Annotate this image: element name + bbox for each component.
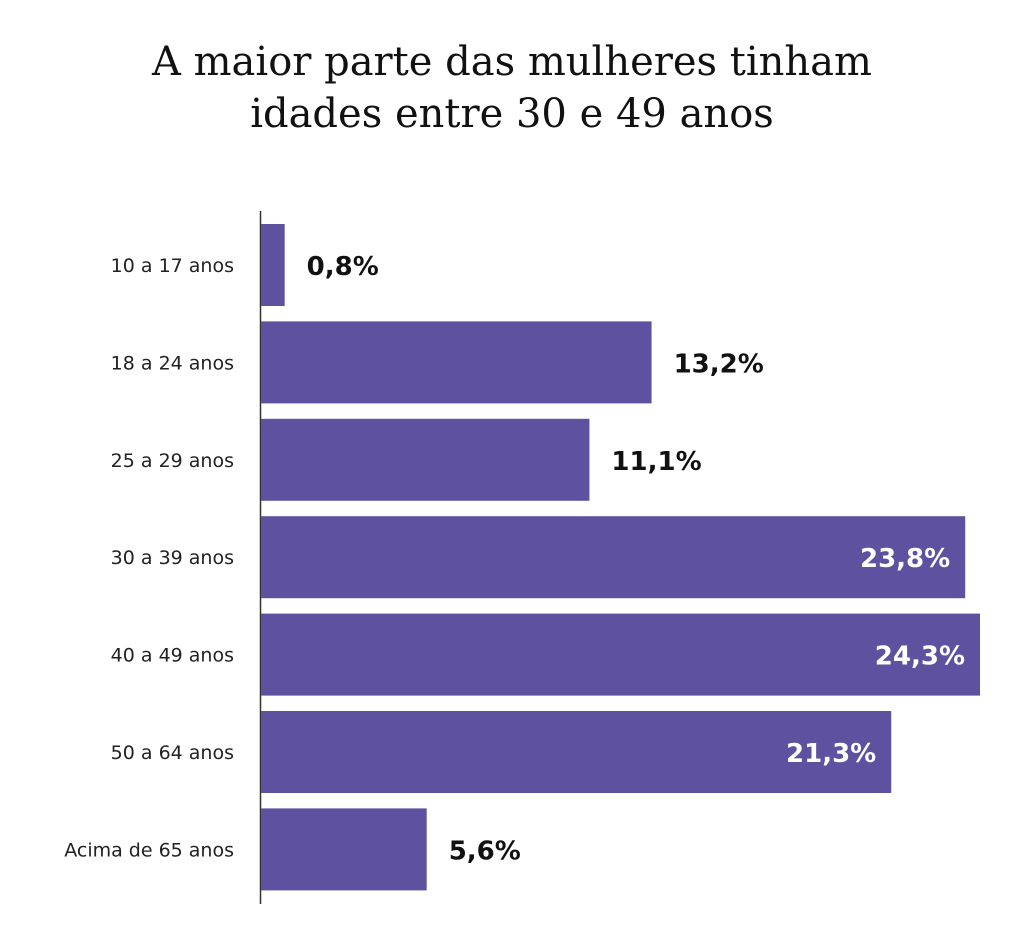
bar <box>261 711 892 793</box>
value-label: 21,3% <box>786 739 876 769</box>
value-label: 23,8% <box>860 544 950 574</box>
category-label: 30 a 39 anos <box>111 547 234 569</box>
category-label: 18 a 24 anos <box>111 352 234 374</box>
category-label: 40 a 49 anos <box>111 645 234 667</box>
category-label: 50 a 64 anos <box>111 742 234 764</box>
value-label: 11,1% <box>611 447 701 477</box>
bar <box>261 321 652 404</box>
bar <box>261 808 427 891</box>
bar <box>261 224 285 306</box>
chart-title-line-2: idades entre 30 e 49 anos <box>250 91 774 137</box>
category-label: 25 a 29 anos <box>111 450 234 472</box>
category-label: 10 a 17 anos <box>111 255 234 277</box>
chart-title: A maior parte das mulheres tinham idades… <box>0 36 1024 140</box>
category-label: Acima de 65 anos <box>64 839 234 861</box>
value-label: 13,2% <box>674 349 764 379</box>
bar <box>261 418 590 501</box>
value-label: 5,6% <box>449 836 521 866</box>
bar <box>261 613 980 696</box>
chart-title-line-1: A maior parte das mulheres tinham <box>152 39 872 85</box>
value-label: 24,3% <box>875 642 965 672</box>
bar <box>261 516 966 599</box>
value-label: 0,8% <box>307 252 379 282</box>
